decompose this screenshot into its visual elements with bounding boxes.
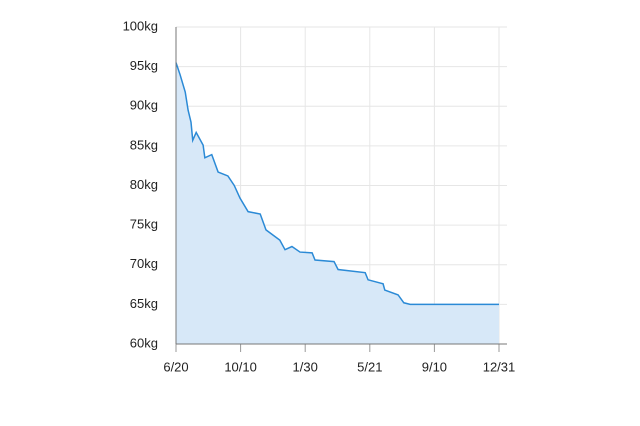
x-tick-label: 9/10	[422, 359, 447, 374]
x-tick-label: 5/21	[357, 359, 382, 374]
y-tick-label: 95kg	[130, 58, 158, 73]
y-tick-label: 90kg	[130, 98, 158, 113]
y-tick-label: 80kg	[130, 177, 158, 192]
y-tick-label: 70kg	[130, 256, 158, 271]
x-tick-label: 10/10	[224, 359, 257, 374]
x-tick-label: 12/31	[483, 359, 516, 374]
y-tick-label: 75kg	[130, 217, 158, 232]
area	[176, 62, 499, 344]
x-tick-label: 6/20	[163, 359, 188, 374]
y-tick-label: 65kg	[130, 296, 158, 311]
line	[175, 62, 499, 306]
y-tick-label: 100kg	[123, 18, 158, 33]
y-tick-label: 85kg	[130, 137, 158, 152]
y-tick-label: 60kg	[130, 335, 158, 350]
x-tick-label: 1/30	[293, 359, 318, 374]
